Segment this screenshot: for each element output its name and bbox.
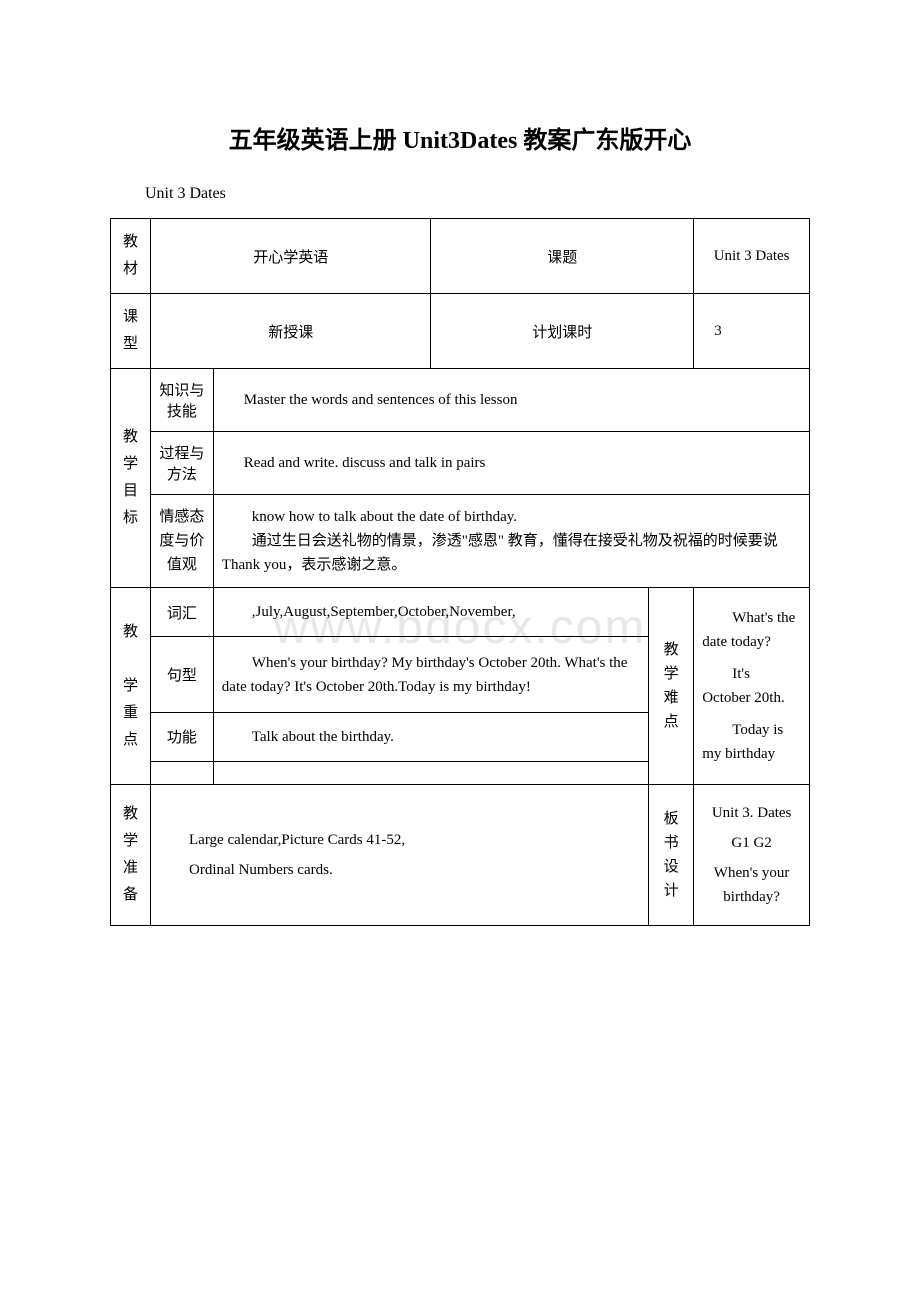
label-function: 功能 (151, 712, 214, 761)
empty-cell-2 (213, 762, 648, 785)
value-lesson-title: Unit 3 Dates (694, 219, 810, 294)
value-function: Talk about the birthday. (213, 712, 648, 761)
label-objectives: 教学目标 (111, 369, 151, 588)
value-difficulty: What's the date today?It's October 20th.… (694, 588, 810, 785)
value-process: Read and write. discuss and talk in pair… (213, 432, 809, 495)
label-sentence: 句型 (151, 637, 214, 713)
label-knowledge: 知识与技能 (151, 369, 214, 432)
label-vocab: 词汇 (151, 588, 214, 637)
label-textbook: 教材 (111, 219, 151, 294)
label-prep: 教学准备 (111, 785, 151, 926)
value-textbook: 开心学英语 (151, 219, 431, 294)
value-board: Unit 3. DatesG1 G2When's your birthday? (694, 785, 810, 926)
value-lesson-type: 新授课 (151, 294, 431, 369)
empty-cell (151, 762, 214, 785)
value-sentence: When's your birthday? My birthday's Octo… (213, 637, 648, 713)
document-title: 五年级英语上册 Unit3Dates 教案广东版开心 (110, 120, 810, 155)
label-planned-hours: 计划课时 (431, 294, 694, 369)
label-lesson-title: 课题 (431, 219, 694, 294)
value-prep: Large calendar,Picture Cards 41-52,Ordin… (151, 785, 649, 926)
label-board: 板书设计 (649, 785, 694, 926)
label-lesson-type: 课型 (111, 294, 151, 369)
value-knowledge: Master the words and sentences of this l… (213, 369, 809, 432)
value-vocab: ,July,August,September,October,November, (213, 588, 648, 637)
label-keypoints: 教学重点 (111, 588, 151, 785)
value-planned-hours: 3 (694, 294, 810, 369)
label-difficulty: 教学难点 (649, 588, 694, 785)
lesson-plan-table: 教材 开心学英语 课题 Unit 3 Dates 课型 新授课 计划课时 3 教… (110, 218, 810, 926)
label-emotion: 情感态度与价值观 (151, 495, 214, 588)
label-process: 过程与方法 (151, 432, 214, 495)
value-emotion: know how to talk about the date of birth… (213, 495, 809, 588)
document-subtitle: Unit 3 Dates (145, 185, 810, 203)
emotion-text: know how to talk about the date of birth… (222, 505, 801, 577)
